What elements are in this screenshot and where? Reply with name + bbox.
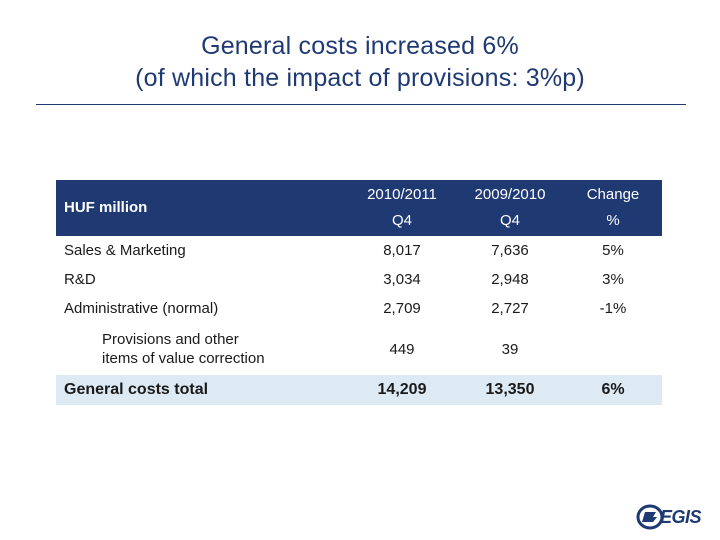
- row-change: 5%: [602, 242, 624, 259]
- title-divider: [36, 104, 686, 105]
- total-value-current: 14,209: [377, 381, 427, 398]
- table-row: Sales & Marketing 8,017 7,636 5%: [56, 236, 662, 265]
- total-change: 6%: [601, 381, 625, 398]
- row-value-previous: 39: [501, 340, 519, 358]
- title-line-1: General costs increased 6%: [201, 32, 519, 60]
- row-value-previous: 7,636: [491, 242, 529, 259]
- header-period-current-quarter: Q4: [391, 212, 412, 229]
- header-period-current-year: 2010/2011: [367, 186, 437, 203]
- header-period-previous: 2009/2010 Q4: [456, 180, 564, 236]
- header-period-previous-quarter: Q4: [499, 212, 520, 229]
- row-label: R&D: [64, 271, 96, 288]
- row-change: [564, 323, 662, 375]
- total-value-previous: 13,350: [485, 381, 535, 398]
- row-value-current: 8,017: [383, 242, 421, 259]
- logo-text: EGIS: [660, 507, 702, 527]
- row-label: Administrative (normal): [64, 300, 219, 317]
- table-total-row: General costs total 14,209 13,350 6%: [56, 375, 662, 405]
- header-period-current: 2010/2011 Q4: [348, 180, 456, 236]
- general-costs-table: HUF million 2010/2011 Q4 2009/2010 Q4 Ch…: [56, 180, 662, 405]
- table-row: R&D 3,034 2,948 3%: [56, 265, 662, 294]
- title-line-2: (of which the impact of provisions: 3%p): [135, 64, 585, 92]
- egis-logo: EGIS: [636, 504, 706, 530]
- table-header-row: HUF million 2010/2011 Q4 2009/2010 Q4 Ch…: [56, 180, 662, 236]
- header-change: Change %: [564, 180, 662, 236]
- slide-title: General costs increased 6% (of which the…: [0, 30, 720, 94]
- header-period-previous-year: 2009/2010: [474, 186, 546, 203]
- row-value-previous: 2,948: [491, 271, 529, 288]
- row-label-line-2: items of value correction: [102, 350, 265, 367]
- table-row: Administrative (normal) 2,709 2,727 -1%: [56, 294, 662, 323]
- header-unit-label: HUF million: [64, 199, 148, 216]
- row-value-current: 449: [389, 340, 415, 358]
- row-label: Provisions and other items of value corr…: [56, 323, 348, 375]
- row-value-previous: 2,727: [491, 300, 529, 317]
- row-value-current: 3,034: [383, 271, 421, 288]
- row-value-current: 2,709: [383, 300, 421, 317]
- header-change-unit: %: [606, 212, 620, 229]
- egis-logo-icon: [636, 504, 664, 530]
- row-change: 3%: [602, 271, 624, 288]
- total-label: General costs total: [64, 381, 209, 398]
- row-label-line-1: Provisions and other: [102, 331, 239, 348]
- row-label: Sales & Marketing: [64, 242, 186, 259]
- header-change-label: Change: [586, 186, 640, 203]
- row-change: -1%: [599, 300, 627, 317]
- table-row: Provisions and other items of value corr…: [56, 323, 662, 375]
